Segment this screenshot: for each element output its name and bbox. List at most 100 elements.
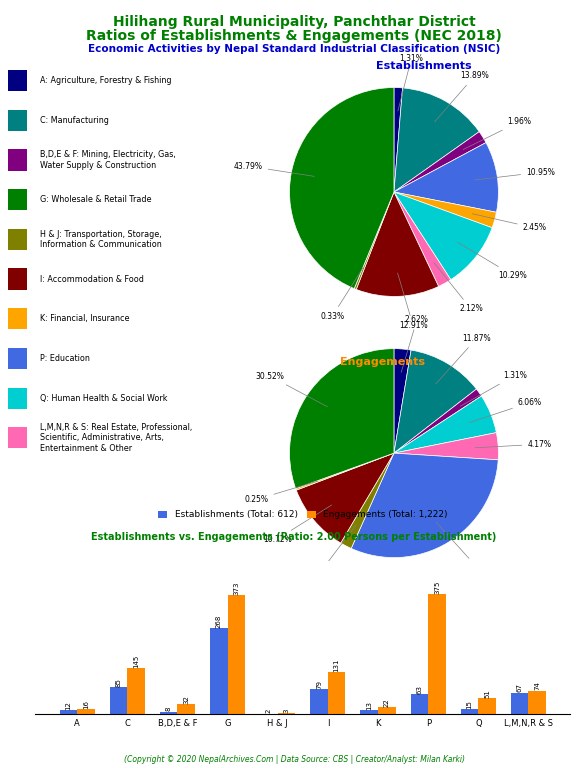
Wedge shape	[296, 453, 394, 543]
Bar	[210, 628, 228, 714]
Text: 51: 51	[484, 689, 490, 697]
Wedge shape	[351, 453, 498, 558]
Wedge shape	[394, 192, 451, 286]
Text: Engagements: Engagements	[340, 357, 425, 367]
Text: Economic Activities by Nepal Standard Industrial Classification (NSIC): Economic Activities by Nepal Standard In…	[88, 44, 500, 54]
Bar	[278, 713, 295, 714]
Text: 2.12%: 2.12%	[434, 263, 483, 313]
Text: 373: 373	[233, 581, 239, 594]
Bar	[77, 709, 95, 714]
Text: 32: 32	[183, 695, 189, 703]
FancyBboxPatch shape	[8, 110, 26, 131]
Text: G: Wholesale & Retail Trade: G: Wholesale & Retail Trade	[39, 195, 151, 204]
Text: Establishments: Establishments	[376, 61, 471, 71]
Wedge shape	[394, 88, 479, 192]
Text: I: Accommodation & Food: I: Accommodation & Food	[39, 274, 143, 283]
Wedge shape	[356, 192, 439, 296]
Bar	[127, 668, 145, 714]
Text: 3: 3	[283, 708, 289, 713]
Bar	[228, 595, 245, 714]
Wedge shape	[289, 88, 394, 289]
FancyBboxPatch shape	[8, 70, 26, 91]
Text: 16: 16	[83, 700, 89, 709]
Text: 10.29%: 10.29%	[457, 242, 527, 280]
Bar	[310, 689, 328, 714]
Text: 4.17%: 4.17%	[475, 440, 552, 449]
Text: 1.80%: 1.80%	[309, 525, 356, 576]
Text: 11.87%: 11.87%	[436, 334, 491, 384]
Wedge shape	[394, 192, 496, 228]
FancyBboxPatch shape	[8, 229, 26, 250]
Text: 30.52%: 30.52%	[256, 372, 328, 407]
Text: 43.79%: 43.79%	[234, 161, 315, 177]
Text: 22: 22	[384, 698, 390, 707]
Text: 0.33%: 0.33%	[320, 267, 363, 321]
Wedge shape	[394, 131, 486, 192]
FancyBboxPatch shape	[8, 308, 26, 329]
Wedge shape	[394, 88, 403, 192]
Text: 268: 268	[216, 615, 222, 628]
Wedge shape	[394, 143, 499, 212]
Text: 12: 12	[65, 701, 71, 710]
Legend: Establishments (Total: 612), Engagements (Total: 1,222): Establishments (Total: 612), Engagements…	[155, 507, 451, 523]
Wedge shape	[394, 192, 492, 280]
Text: 131: 131	[333, 658, 340, 672]
Wedge shape	[394, 432, 499, 460]
Bar	[428, 594, 446, 714]
Text: 1.31%: 1.31%	[398, 54, 423, 111]
Text: 74: 74	[534, 681, 540, 690]
Text: B,D,E & F: Mining, Electricity, Gas,
Water Supply & Construction: B,D,E & F: Mining, Electricity, Gas, Wat…	[39, 151, 175, 170]
Text: 12.91%: 12.91%	[397, 273, 427, 330]
Text: 0.25%: 0.25%	[245, 481, 318, 504]
Text: 15: 15	[466, 700, 473, 709]
Text: 10.95%: 10.95%	[474, 167, 555, 180]
Text: 13.89%: 13.89%	[435, 71, 489, 122]
Text: 375: 375	[434, 581, 440, 594]
Text: Q: Human Health & Social Work: Q: Human Health & Social Work	[39, 393, 167, 402]
FancyBboxPatch shape	[8, 189, 26, 210]
Text: 8: 8	[166, 707, 172, 711]
Wedge shape	[354, 192, 394, 290]
Wedge shape	[394, 396, 496, 453]
Wedge shape	[394, 389, 482, 453]
Text: 79: 79	[316, 680, 322, 689]
FancyBboxPatch shape	[8, 427, 26, 449]
Bar	[160, 712, 178, 714]
Bar	[178, 704, 195, 714]
Bar	[529, 690, 546, 714]
FancyBboxPatch shape	[8, 150, 26, 170]
Text: A: Agriculture, Forestry & Fishing: A: Agriculture, Forestry & Fishing	[39, 76, 171, 85]
Wedge shape	[394, 349, 411, 453]
Text: P: Education: P: Education	[39, 354, 89, 363]
Bar	[110, 687, 127, 714]
Text: (Copyright © 2020 NepalArchives.Com | Data Source: CBS | Creator/Analyst: Milan : (Copyright © 2020 NepalArchives.Com | Da…	[123, 755, 465, 764]
Text: 2: 2	[266, 709, 272, 713]
Text: Establishments vs. Engagements (Ratio: 2.00 Persons per Establishment): Establishments vs. Engagements (Ratio: 2…	[91, 532, 497, 542]
Wedge shape	[289, 349, 394, 488]
Text: 85: 85	[115, 678, 122, 687]
Wedge shape	[340, 453, 394, 548]
Text: 30.69%: 30.69%	[436, 522, 492, 572]
Bar	[378, 707, 396, 714]
Text: K: Financial, Insurance: K: Financial, Insurance	[39, 314, 129, 323]
Bar	[511, 693, 529, 714]
Bar	[59, 710, 77, 714]
Text: H & J: Transportation, Storage,
Information & Communication: H & J: Transportation, Storage, Informat…	[39, 230, 161, 249]
Text: 67: 67	[517, 684, 523, 693]
Text: 145: 145	[133, 654, 139, 667]
Bar	[328, 672, 345, 714]
Bar	[461, 710, 479, 714]
Text: Hilihang Rural Municipality, Panchthar District: Hilihang Rural Municipality, Panchthar D…	[113, 15, 475, 29]
Text: 13: 13	[366, 700, 372, 710]
Text: 63: 63	[416, 685, 422, 694]
Bar	[410, 694, 428, 714]
FancyBboxPatch shape	[8, 269, 26, 290]
FancyBboxPatch shape	[8, 388, 26, 409]
Text: 1.96%: 1.96%	[463, 118, 532, 150]
Wedge shape	[394, 350, 476, 453]
Text: L,M,N,R & S: Real Estate, Professional,
Scientific, Administrative, Arts,
Entert: L,M,N,R & S: Real Estate, Professional, …	[39, 423, 192, 452]
Text: 6.06%: 6.06%	[469, 398, 542, 422]
Text: 2.45%: 2.45%	[472, 214, 547, 233]
Text: 1.31%: 1.31%	[460, 371, 527, 406]
Bar	[479, 698, 496, 714]
